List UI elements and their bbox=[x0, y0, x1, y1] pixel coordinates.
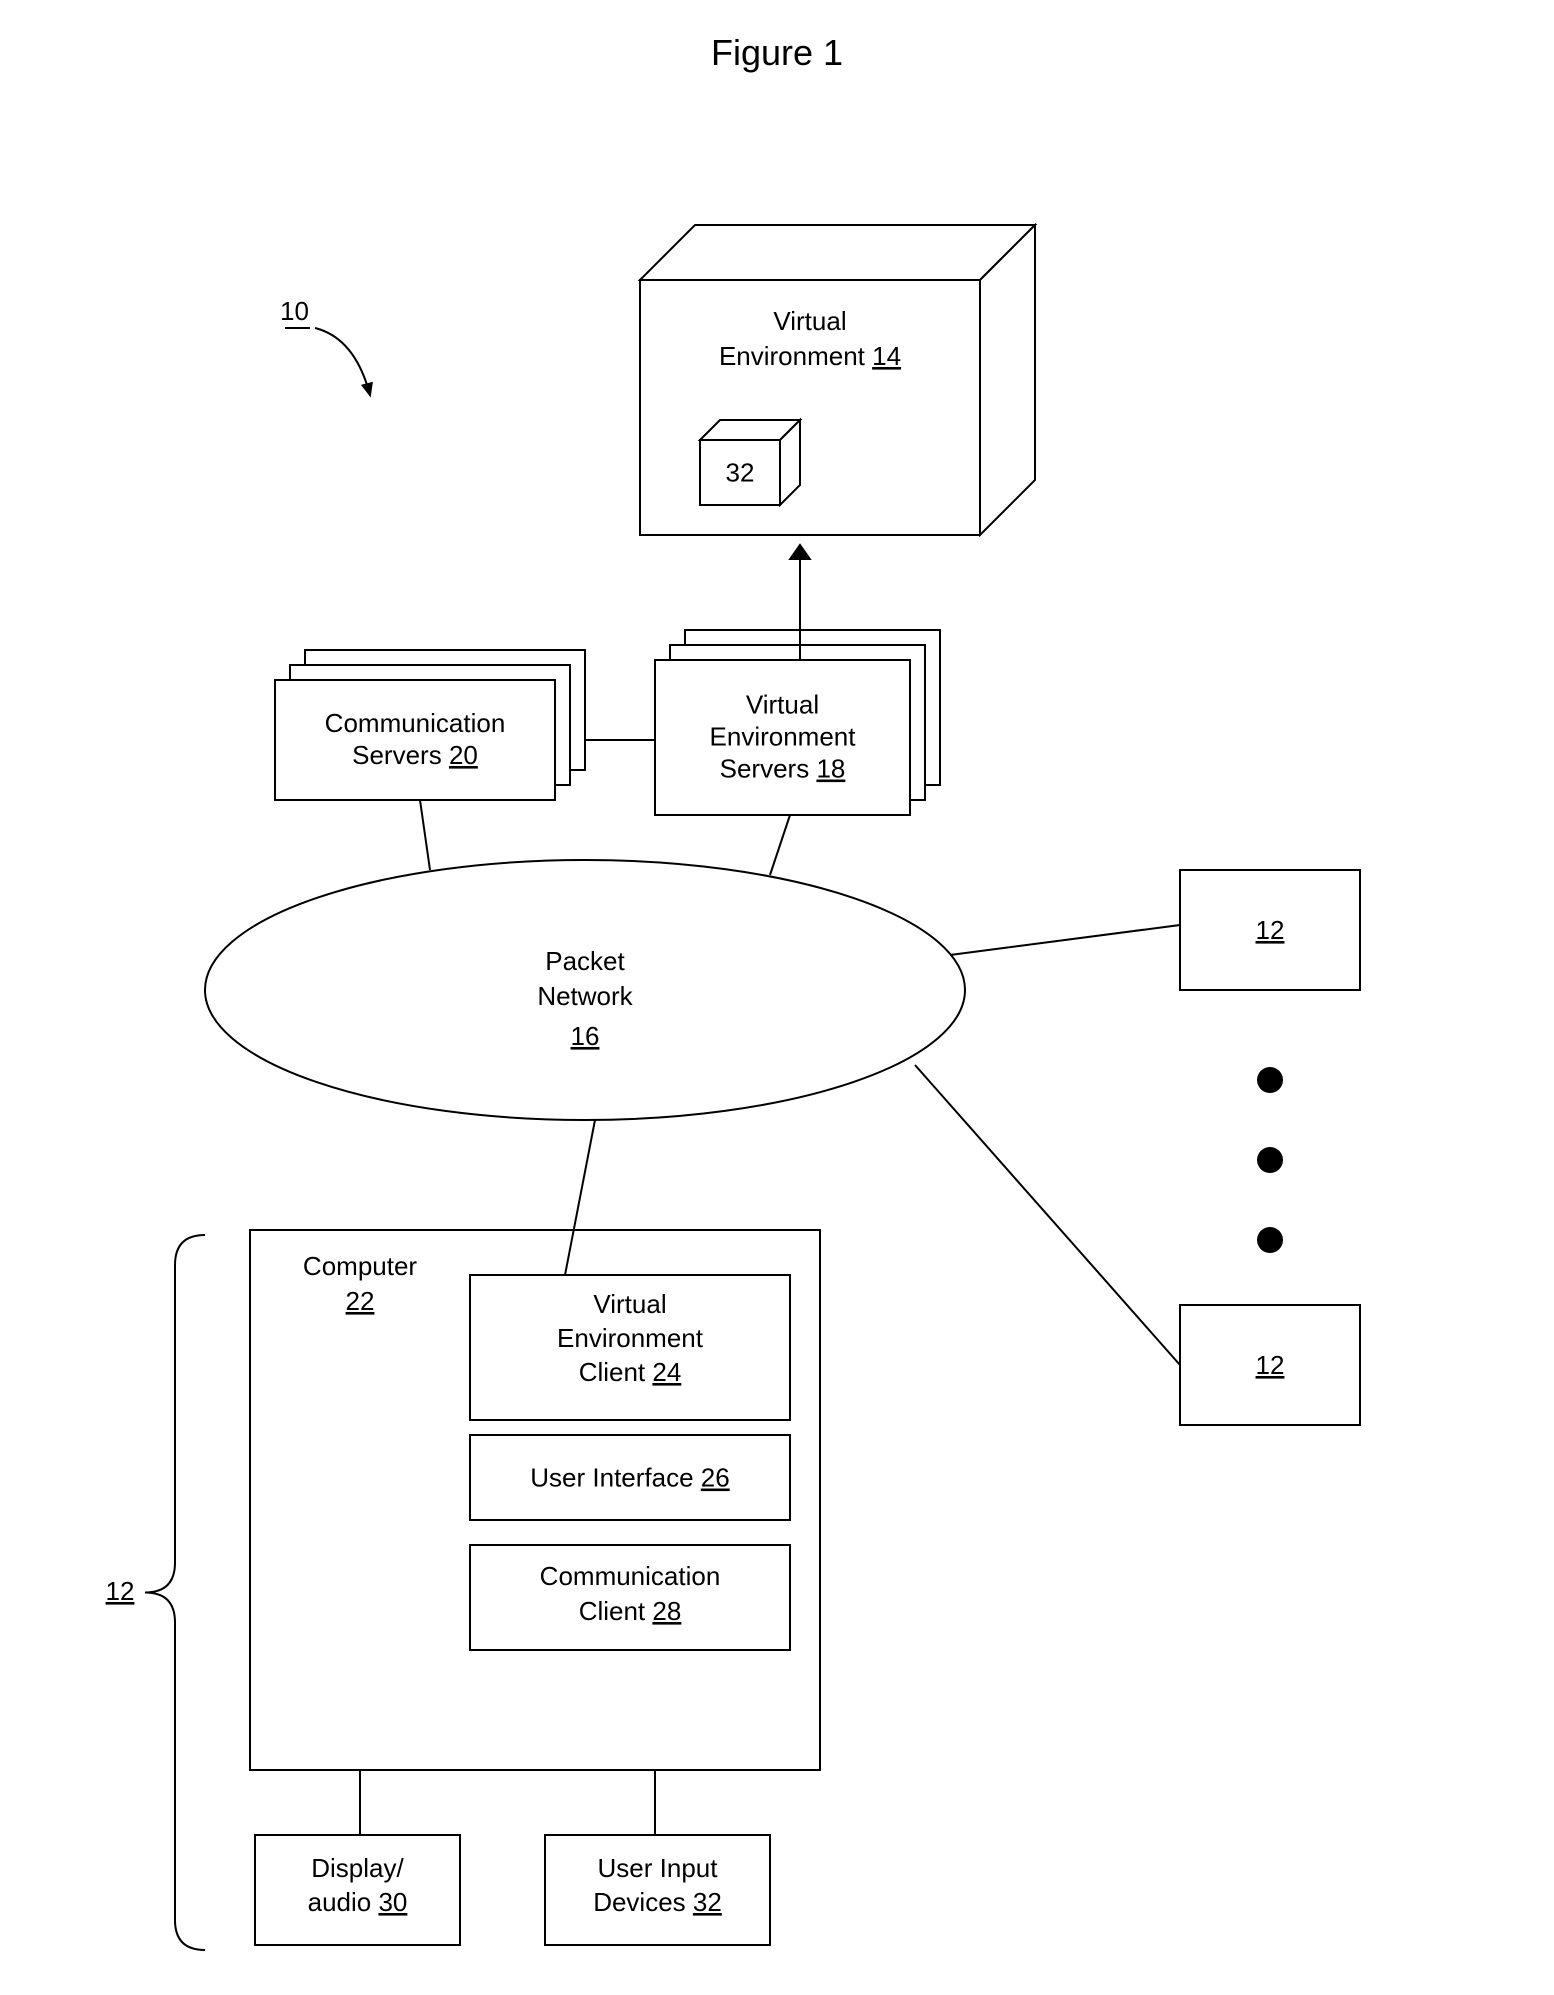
svg-text:Devices 32: Devices 32 bbox=[593, 1887, 722, 1917]
packet-network-ref: 16 bbox=[571, 1021, 600, 1051]
figure-1-diagram: Figure 1 10 Virtual Environment 14 32 Communi… bbox=[0, 0, 1554, 1995]
virtual-environment-label: Virtual bbox=[773, 306, 846, 336]
svg-text:Virtual: Virtual bbox=[746, 690, 819, 720]
ellipsis-dot bbox=[1257, 1067, 1283, 1093]
svg-text:Display/: Display/ bbox=[311, 1853, 404, 1883]
client-brace bbox=[145, 1235, 205, 1950]
svg-text:Client 24: Client 24 bbox=[579, 1357, 682, 1387]
svg-text:audio 30: audio 30 bbox=[308, 1887, 408, 1917]
svg-text:Servers 20: Servers 20 bbox=[352, 740, 478, 770]
ve-inner-cube-label: 32 bbox=[726, 458, 755, 488]
client-brace-ref: 12 bbox=[106, 1576, 135, 1606]
svg-text:Environment: Environment bbox=[557, 1323, 704, 1353]
figure-title: Figure 1 bbox=[711, 32, 843, 73]
virtual-environment-ref: Environment 14 bbox=[719, 341, 901, 371]
svg-text:Client 28: Client 28 bbox=[579, 1596, 682, 1626]
svg-text:Network: Network bbox=[537, 981, 633, 1011]
ellipsis-dot bbox=[1257, 1227, 1283, 1253]
svg-text:User Interface 26: User Interface 26 bbox=[530, 1463, 729, 1493]
svg-text:Servers 18: Servers 18 bbox=[720, 754, 846, 784]
svg-text:User Input: User Input bbox=[598, 1853, 719, 1883]
svg-text:Virtual: Virtual bbox=[593, 1289, 666, 1319]
ellipsis-dot bbox=[1257, 1147, 1283, 1173]
packet-network-label: Packet bbox=[545, 946, 625, 976]
computer-ref: 22 bbox=[346, 1286, 375, 1316]
system-ref-label: 10 bbox=[280, 296, 309, 326]
computer-label: Computer bbox=[303, 1251, 417, 1281]
svg-text:Environment: Environment bbox=[710, 722, 857, 752]
svg-text:12: 12 bbox=[1256, 915, 1285, 945]
svg-text:Communication: Communication bbox=[325, 708, 506, 738]
svg-text:12: 12 bbox=[1256, 1350, 1285, 1380]
svg-text:Communication: Communication bbox=[540, 1561, 721, 1591]
